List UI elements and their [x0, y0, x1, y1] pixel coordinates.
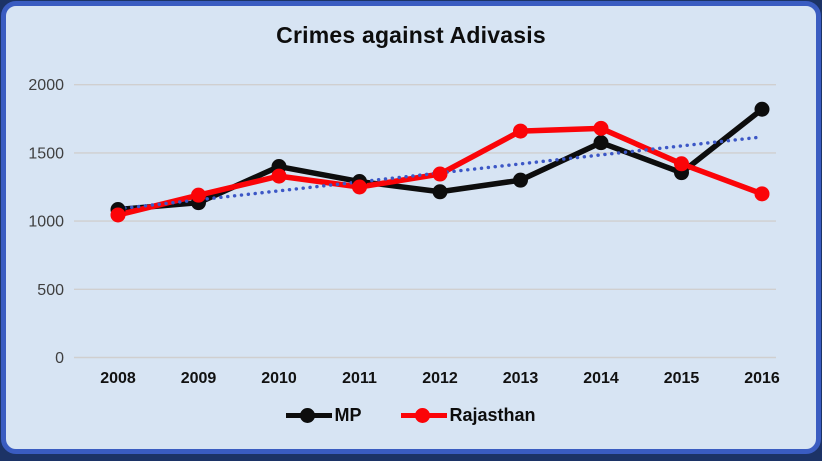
data-point-rajasthan-2009	[191, 187, 206, 203]
y-axis-tick-label: 0	[55, 350, 64, 367]
data-point-rajasthan-2012	[432, 166, 448, 182]
legend-marker-mp-icon	[300, 408, 316, 423]
y-axis-tick-label: 2000	[28, 77, 64, 94]
x-axis-tick-label: 2010	[261, 370, 297, 387]
x-axis-tick-label: 2009	[181, 370, 217, 387]
legend-label-mp: MP	[334, 405, 362, 425]
x-axis-tick-label: 2016	[744, 370, 780, 387]
data-point-rajasthan-2008	[110, 207, 126, 223]
legend-item-mp: MP	[286, 405, 361, 426]
x-axis-tick-label: 2008	[100, 370, 136, 387]
legend-label-rajasthan: Rajasthan	[449, 405, 536, 425]
data-point-rajasthan-2014	[593, 120, 609, 136]
data-point-mp-2012	[432, 184, 448, 200]
legend-line-mp-icon	[286, 408, 333, 423]
y-axis-tick-label: 1500	[28, 145, 64, 162]
data-point-mp-2016	[754, 101, 770, 117]
data-point-rajasthan-2011	[352, 179, 367, 195]
legend-line-rajasthan-icon	[401, 408, 448, 423]
chart-title: Crimes against Adivasis	[276, 22, 546, 48]
x-axis-tick-label: 2013	[503, 370, 539, 387]
data-point-mp-2014	[593, 135, 609, 151]
x-axis-tick-label: 2014	[583, 370, 619, 387]
y-axis-tick-label: 1000	[28, 214, 64, 231]
line-chart: 0 500 1000 1500 2000 2008 2009 2010 2011 2012 2013…	[28, 77, 780, 387]
x-axis-tick-label: 2012	[422, 370, 458, 387]
y-axis-tick-label: 500	[37, 282, 64, 299]
data-point-rajasthan-2010	[271, 168, 287, 184]
chart-legend: MP Rajasthan	[6, 405, 816, 426]
legend-item-rajasthan: Rajasthan	[401, 405, 536, 426]
x-axis-tick-label: 2011	[342, 370, 377, 387]
data-point-rajasthan-2015	[674, 156, 689, 172]
data-point-mp-2013	[513, 172, 528, 188]
data-point-rajasthan-2013	[513, 123, 528, 139]
data-point-rajasthan-2016	[754, 186, 770, 202]
legend-marker-rajasthan-icon	[415, 408, 431, 423]
x-axis-tick-label: 2015	[664, 370, 700, 387]
